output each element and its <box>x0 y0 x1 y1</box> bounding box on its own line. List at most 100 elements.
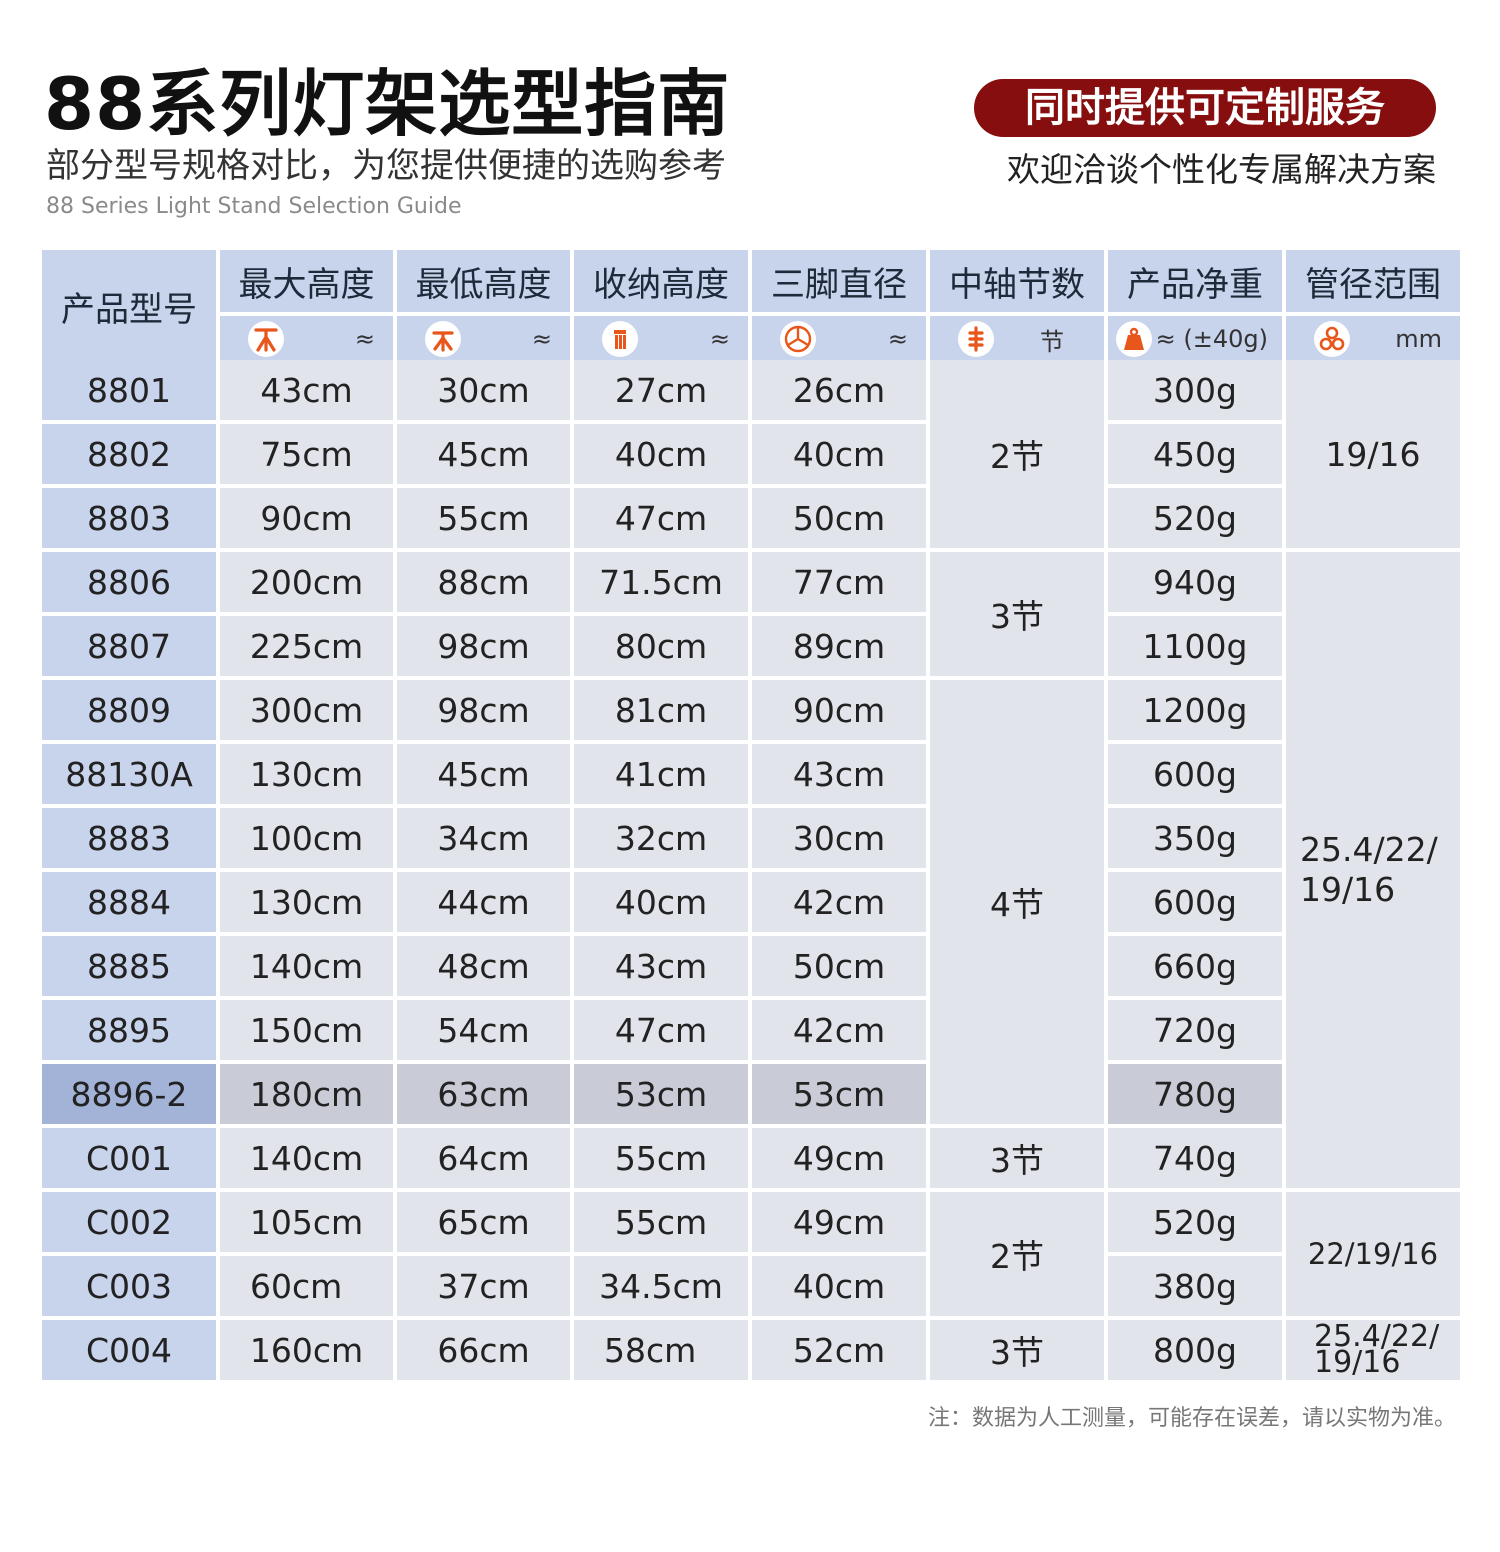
section-count-cell: 2节 <box>930 1192 1104 1316</box>
value-cell: 55cm <box>574 1128 748 1188</box>
model-cell: 8895 <box>42 1000 216 1060</box>
custom-service-badge: 同时提供可定制服务 <box>974 79 1436 137</box>
value-cell: 40cm <box>752 424 926 484</box>
value-cell: 200cm <box>220 552 393 612</box>
model-cell: 8807 <box>42 616 216 676</box>
value-cell: 37cm <box>397 1256 570 1316</box>
weight-cell: 350g <box>1108 808 1282 868</box>
weight-cell: 660g <box>1108 936 1282 996</box>
value-cell: 48cm <box>397 936 570 996</box>
value-cell: 98cm <box>397 616 570 676</box>
model-cell: 8883 <box>42 808 216 868</box>
tube-diameter-line: 19/16 <box>1314 1345 1401 1380</box>
weight-cell: 1200g <box>1108 680 1282 740</box>
unit-label: mm <box>1395 325 1442 353</box>
value-cell: 55cm <box>574 1192 748 1252</box>
tube-diameter-line: 25.4/22/ <box>1300 830 1438 869</box>
value-cell: 26cm <box>752 360 926 420</box>
section-count-cell: 2节 <box>930 360 1104 548</box>
value-cell: 60cm <box>220 1256 393 1316</box>
min-height-icon <box>425 321 461 357</box>
header-weight: 产品净重 <box>1108 250 1282 312</box>
value-cell: 160cm <box>220 1320 393 1380</box>
section-count-cell: 3节 <box>930 1128 1104 1188</box>
model-cell: 88130A <box>42 744 216 804</box>
unit-label: ≈ <box>531 325 552 353</box>
value-cell: 53cm <box>574 1064 748 1124</box>
header-unit-row: ≈ <box>220 316 393 362</box>
value-cell: 58cm <box>574 1320 748 1380</box>
value-cell: 30cm <box>752 808 926 868</box>
value-cell: 66cm <box>397 1320 570 1380</box>
header-model: 产品型号 <box>42 250 216 362</box>
value-cell: 40cm <box>752 1256 926 1316</box>
weight-cell: 600g <box>1108 744 1282 804</box>
spec-table: 产品型号 最大高度 ≈ 最低高度 ≈ 收纳高度 ≈ 三脚直径 ≈ 中轴节数节 产品净重 ≈ (±40g… <box>42 250 1460 1383</box>
weight-icon <box>1116 321 1152 357</box>
weight-cell: 520g <box>1108 488 1282 548</box>
unit-label: ≈ <box>709 325 730 353</box>
model-cell: 8806 <box>42 552 216 612</box>
folded-height-icon <box>602 321 638 357</box>
value-cell: 43cm <box>220 360 393 420</box>
header-max-height: 最大高度 <box>220 250 393 312</box>
section-count-cell: 3节 <box>930 552 1104 676</box>
value-cell: 98cm <box>397 680 570 740</box>
header-unit-row: mm <box>1286 316 1460 362</box>
model-cell: 8801 <box>42 360 216 420</box>
model-cell: 8802 <box>42 424 216 484</box>
weight-cell: 450g <box>1108 424 1282 484</box>
tripod-diameter-icon <box>780 321 816 357</box>
value-cell: 55cm <box>397 488 570 548</box>
tube-diameter-cell: 19/16 <box>1286 360 1460 548</box>
value-cell: 40cm <box>574 424 748 484</box>
tube-icon <box>1314 321 1350 357</box>
value-cell: 52cm <box>752 1320 926 1380</box>
footnote: 注：数据为人工测量，可能存在误差，请以实物为准。 <box>927 1406 1456 1431</box>
value-cell: 150cm <box>220 1000 393 1060</box>
value-cell: 130cm <box>220 744 393 804</box>
value-cell: 27cm <box>574 360 748 420</box>
value-cell: 53cm <box>752 1064 926 1124</box>
model-cell: 8884 <box>42 872 216 932</box>
value-cell: 140cm <box>220 936 393 996</box>
weight-cell: 940g <box>1108 552 1282 612</box>
value-cell: 300cm <box>220 680 393 740</box>
value-cell: 47cm <box>574 488 748 548</box>
value-cell: 34.5cm <box>574 1256 748 1316</box>
header-tripod-diameter: 三脚直径 <box>752 250 926 312</box>
value-cell: 88cm <box>397 552 570 612</box>
tube-diameter-line: 25.4/22/ <box>1314 1319 1440 1354</box>
value-cell: 80cm <box>574 616 748 676</box>
custom-service-subtext: 欢迎洽谈个性化专属解决方案 <box>1007 150 1436 189</box>
header-unit-row: ≈ <box>574 316 748 362</box>
value-cell: 64cm <box>397 1128 570 1188</box>
model-cell: C001 <box>42 1128 216 1188</box>
weight-cell: 740g <box>1108 1128 1282 1188</box>
tube-diameter-line: 19/16 <box>1325 434 1421 474</box>
value-cell: 50cm <box>752 936 926 996</box>
model-cell: 8803 <box>42 488 216 548</box>
unit-label: ≈ <box>354 325 375 353</box>
value-cell: 140cm <box>220 1128 393 1188</box>
value-cell: 180cm <box>220 1064 393 1124</box>
tube-diameter-line: 22/19/16 <box>1307 1237 1439 1271</box>
model-cell: C002 <box>42 1192 216 1252</box>
weight-cell: 800g <box>1108 1320 1282 1380</box>
page-title: 88系列灯架选型指南 <box>44 62 731 146</box>
section-count-cell: 3节 <box>930 1320 1104 1380</box>
value-cell: 49cm <box>752 1192 926 1252</box>
value-cell: 43cm <box>752 744 926 804</box>
header-folded-height: 收纳高度 <box>574 250 748 312</box>
value-cell: 40cm <box>574 872 748 932</box>
tube-diameter-line: 19/16 <box>1300 870 1396 909</box>
value-cell: 30cm <box>397 360 570 420</box>
value-cell: 225cm <box>220 616 393 676</box>
header-min-height: 最低高度 <box>397 250 570 312</box>
value-cell: 89cm <box>752 616 926 676</box>
weight-cell: 1100g <box>1108 616 1282 676</box>
value-cell: 44cm <box>397 872 570 932</box>
value-cell: 45cm <box>397 744 570 804</box>
value-cell: 34cm <box>397 808 570 868</box>
tube-diameter-cell: 25.4/22/19/16 <box>1286 1320 1460 1380</box>
